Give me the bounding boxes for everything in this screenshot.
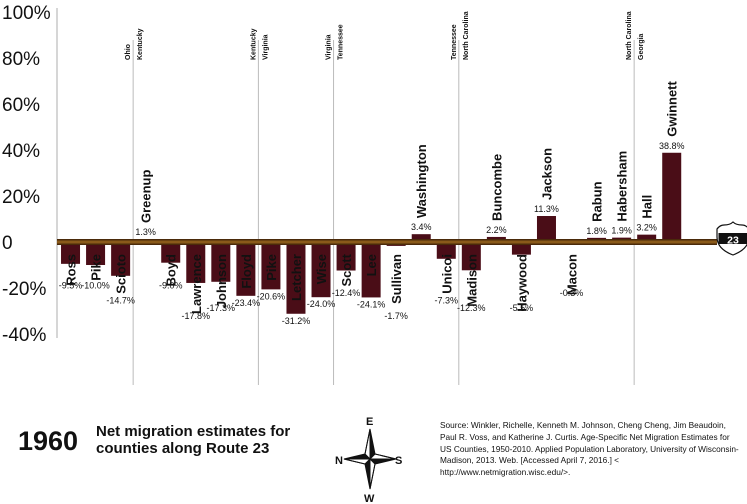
state-label-left: Ohio — [125, 44, 132, 60]
value-label: 3.4% — [411, 222, 432, 232]
bar — [537, 216, 556, 242]
value-label: -9.5% — [59, 280, 83, 290]
bar — [662, 153, 681, 242]
category-label: Scioto — [114, 254, 129, 294]
chart-title: Net migration estimates for counties alo… — [96, 423, 326, 457]
value-label: 3.2% — [636, 223, 657, 233]
y-tick-label: 40% — [2, 141, 40, 162]
value-label: -1.7% — [384, 311, 408, 321]
category-label: Buncombe — [489, 154, 504, 221]
y-tick-label: 0 — [2, 233, 13, 254]
state-label-left: North Carolina — [626, 11, 633, 60]
state-label-right: North Carolina — [463, 11, 470, 60]
compass-w-label: W — [364, 493, 375, 504]
y-tick-label: 60% — [2, 95, 40, 116]
category-label: Scott — [339, 253, 354, 286]
state-label-right: Georgia — [638, 33, 645, 60]
category-label: Pike — [264, 254, 279, 281]
y-tick-label: 20% — [2, 187, 40, 208]
category-label: Wise — [314, 254, 329, 284]
category-label: Gwinnett — [665, 80, 680, 136]
y-tick-label: 80% — [2, 49, 40, 70]
footer: 1960 Net migration estimates for countie… — [0, 400, 747, 497]
state-label-right: Tennessee — [338, 24, 345, 60]
value-label: -24.0% — [307, 299, 336, 309]
value-label: 1.8% — [586, 226, 607, 236]
year-label: 1960 — [18, 426, 78, 457]
y-tick-label: 100% — [2, 3, 51, 24]
category-label: Madison — [464, 254, 479, 307]
state-label-left: Virginia — [326, 34, 333, 60]
compass-e-label: E — [366, 416, 373, 428]
category-label: Sullivan — [389, 254, 404, 304]
value-label: -12.4% — [332, 288, 361, 298]
category-label: Hall — [640, 195, 655, 219]
value-label: -12.3% — [457, 303, 486, 313]
state-label-right: Virginia — [262, 34, 269, 60]
value-label: 11.3% — [534, 204, 559, 214]
category-label: Floyd — [239, 254, 254, 289]
category-label: Pike — [89, 254, 104, 281]
source-citation: Source: Winkler, Richelle, Kenneth M. Jo… — [440, 420, 742, 479]
state-label-left: Tennessee — [451, 24, 458, 60]
state-label-right: Kentucky — [137, 28, 144, 60]
value-label: 38.8% — [659, 141, 685, 151]
y-tick-label: -40% — [2, 325, 46, 346]
value-label: 2.2% — [486, 225, 507, 235]
y-tick-label: -20% — [2, 279, 46, 300]
category-label: Unicoi — [439, 254, 454, 294]
y-axis: 100% 80% 60% 40% 20% 0 -20% -40% — [2, 3, 57, 346]
category-label: Lee — [364, 254, 379, 276]
value-label: -5.5% — [510, 303, 534, 313]
category-label: Greenup — [139, 169, 154, 223]
compass-rose-icon: E N S W — [335, 412, 405, 504]
category-label: Jackson — [539, 148, 554, 200]
category-label: Washington — [414, 144, 429, 218]
migration-bar-chart: Ohio Kentucky Kentucky Virginia Virginia Tenn… — [0, 0, 747, 400]
category-label: Letcher — [289, 254, 304, 301]
state-label-left: Kentucky — [250, 28, 257, 60]
value-label: -7.3% — [435, 296, 459, 306]
category-label: Rabun — [590, 181, 605, 222]
value-label: -31.2% — [282, 316, 311, 326]
road-center — [57, 241, 717, 244]
value-label: 1.3% — [135, 227, 156, 237]
value-label: 1.9% — [611, 226, 632, 236]
value-label: -24.1% — [357, 299, 386, 309]
value-label: -10.0% — [81, 280, 110, 290]
compass-n-label: N — [335, 455, 343, 467]
baseline-road — [57, 239, 717, 245]
route-shield-icon: 23 — [717, 222, 747, 255]
shield-number: 23 — [727, 235, 739, 247]
value-label: -0.3% — [560, 288, 584, 298]
compass-s-label: S — [395, 455, 402, 467]
category-label: Johnson — [214, 254, 229, 308]
category-label: Lawrence — [189, 254, 204, 314]
value-label: -20.6% — [257, 291, 286, 301]
category-label: Habersham — [615, 151, 630, 222]
state-dividers: Ohio Kentucky Kentucky Virginia Virginia Tenn… — [125, 11, 645, 385]
value-label: -9.0% — [159, 280, 183, 290]
value-label: -14.7% — [106, 296, 135, 306]
